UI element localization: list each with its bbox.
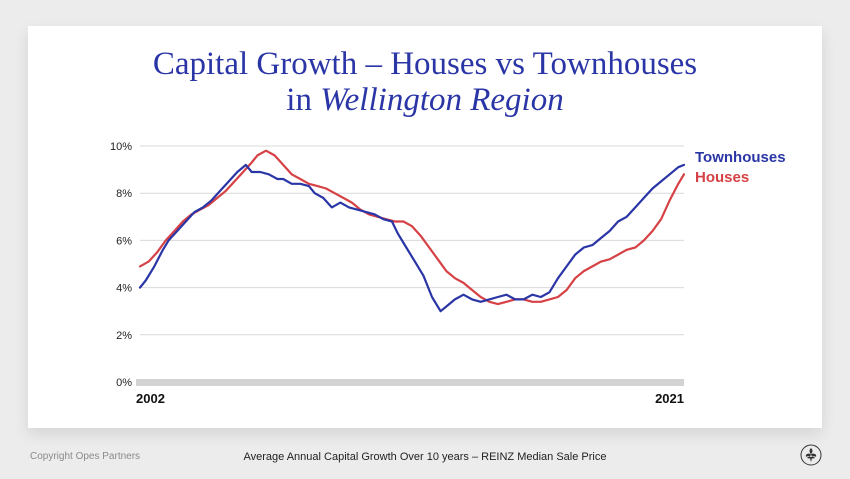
title-line-1: Capital Growth – Houses vs Townhouses — [152, 46, 698, 82]
footer-copyright: Copyright Opes Partners — [30, 451, 141, 462]
y-tick-label: 0% — [116, 377, 132, 389]
chart-card: Capital Growth – Houses vs Townhouses in… — [28, 26, 822, 428]
y-tick-label: 10% — [110, 141, 132, 153]
footer-caption: Average Annual Capital Growth Over 10 ye… — [243, 451, 607, 463]
legend-label-townhouses: Townhouses — [695, 149, 786, 166]
x-axis-band — [136, 379, 684, 386]
y-tick-label: 6% — [116, 235, 132, 247]
y-tick-label: 4% — [116, 283, 132, 295]
x-tick-label: 2002 — [136, 391, 165, 406]
chart-title: Capital Growth – Houses vs Townhouses in… — [28, 46, 822, 118]
title-line-2-italic: Wellington Region — [320, 82, 564, 118]
legend-label-houses: Houses — [695, 169, 749, 186]
series-line-townhouses — [138, 163, 686, 313]
x-tick-label: 2021 — [655, 391, 684, 406]
y-tick-label: 2% — [116, 330, 132, 342]
series-line-houses — [138, 149, 686, 306]
y-tick-label: 8% — [116, 188, 132, 200]
fleur-de-lis-logo-icon — [800, 444, 822, 466]
title-line-2-prefix: in — [286, 82, 321, 118]
